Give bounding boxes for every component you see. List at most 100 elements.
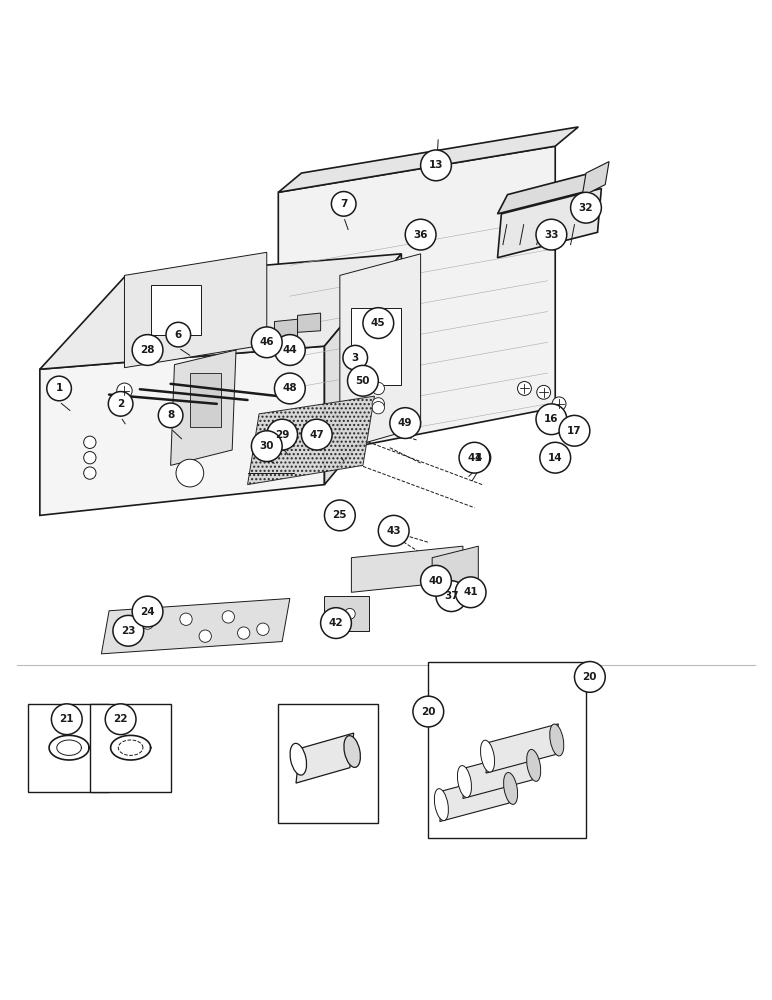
Circle shape bbox=[257, 623, 269, 635]
Circle shape bbox=[378, 515, 409, 546]
Ellipse shape bbox=[480, 740, 495, 772]
Circle shape bbox=[466, 445, 491, 470]
Text: 24: 24 bbox=[141, 607, 155, 617]
Circle shape bbox=[180, 613, 192, 625]
Circle shape bbox=[176, 459, 204, 487]
Circle shape bbox=[105, 704, 136, 735]
Polygon shape bbox=[497, 188, 601, 258]
Text: 33: 33 bbox=[544, 230, 559, 240]
Text: 4: 4 bbox=[475, 453, 482, 463]
Text: 28: 28 bbox=[141, 345, 155, 355]
Circle shape bbox=[421, 150, 452, 181]
Ellipse shape bbox=[458, 766, 472, 797]
Polygon shape bbox=[275, 319, 297, 338]
Ellipse shape bbox=[503, 773, 518, 804]
Text: 29: 29 bbox=[275, 430, 290, 440]
Polygon shape bbox=[440, 772, 512, 822]
Text: 13: 13 bbox=[428, 160, 443, 170]
Polygon shape bbox=[40, 346, 324, 515]
Circle shape bbox=[517, 382, 531, 395]
Polygon shape bbox=[101, 598, 290, 654]
Polygon shape bbox=[279, 127, 578, 192]
Circle shape bbox=[320, 608, 351, 638]
Bar bbox=[324, 596, 369, 631]
Circle shape bbox=[559, 415, 590, 446]
Circle shape bbox=[117, 383, 132, 398]
Circle shape bbox=[301, 419, 332, 450]
Bar bbox=[90, 704, 171, 792]
Polygon shape bbox=[324, 254, 401, 485]
Text: 45: 45 bbox=[371, 318, 386, 328]
Circle shape bbox=[267, 419, 297, 450]
Bar bbox=[190, 373, 221, 427]
Text: 44: 44 bbox=[283, 345, 297, 355]
Text: 7: 7 bbox=[340, 199, 347, 209]
Circle shape bbox=[459, 442, 490, 473]
Circle shape bbox=[536, 404, 567, 435]
Circle shape bbox=[108, 392, 133, 416]
Bar bbox=[151, 285, 201, 335]
Circle shape bbox=[199, 630, 212, 642]
Circle shape bbox=[372, 402, 384, 414]
Circle shape bbox=[238, 627, 250, 639]
Polygon shape bbox=[582, 162, 609, 196]
Circle shape bbox=[552, 397, 566, 411]
Circle shape bbox=[113, 615, 144, 646]
Circle shape bbox=[331, 192, 356, 216]
Polygon shape bbox=[124, 252, 267, 368]
Ellipse shape bbox=[435, 789, 449, 821]
Text: 22: 22 bbox=[113, 714, 128, 724]
Circle shape bbox=[275, 373, 305, 404]
Circle shape bbox=[83, 467, 96, 479]
Text: 21: 21 bbox=[59, 714, 74, 724]
Ellipse shape bbox=[527, 749, 540, 781]
Circle shape bbox=[222, 611, 235, 623]
Circle shape bbox=[372, 382, 384, 395]
Text: 40: 40 bbox=[428, 576, 443, 586]
Circle shape bbox=[324, 500, 355, 531]
Text: 49: 49 bbox=[398, 418, 412, 428]
Circle shape bbox=[571, 192, 601, 223]
Polygon shape bbox=[340, 254, 421, 450]
Circle shape bbox=[132, 596, 163, 627]
Text: 3: 3 bbox=[351, 353, 359, 363]
Circle shape bbox=[536, 219, 567, 250]
Text: 17: 17 bbox=[567, 426, 582, 436]
Text: 1: 1 bbox=[56, 383, 63, 393]
Text: 20: 20 bbox=[421, 707, 435, 717]
Circle shape bbox=[347, 365, 378, 396]
Text: 37: 37 bbox=[444, 591, 459, 601]
Text: 16: 16 bbox=[544, 414, 559, 424]
Circle shape bbox=[141, 617, 154, 629]
Polygon shape bbox=[296, 733, 354, 783]
Circle shape bbox=[83, 452, 96, 464]
Circle shape bbox=[166, 322, 191, 347]
Circle shape bbox=[158, 403, 183, 428]
Bar bbox=[279, 704, 378, 823]
Text: 20: 20 bbox=[583, 672, 597, 682]
Ellipse shape bbox=[290, 743, 306, 775]
Circle shape bbox=[537, 385, 550, 399]
Polygon shape bbox=[171, 350, 236, 465]
Text: 47: 47 bbox=[310, 430, 324, 440]
Text: 42: 42 bbox=[329, 618, 344, 628]
Circle shape bbox=[540, 442, 571, 473]
Text: 23: 23 bbox=[121, 626, 136, 636]
Circle shape bbox=[47, 376, 71, 401]
Circle shape bbox=[372, 398, 384, 410]
Circle shape bbox=[363, 308, 394, 338]
Bar bbox=[29, 704, 109, 792]
Polygon shape bbox=[351, 546, 463, 592]
Circle shape bbox=[390, 408, 421, 438]
Text: 43: 43 bbox=[386, 526, 401, 536]
Text: 14: 14 bbox=[548, 453, 563, 463]
Circle shape bbox=[455, 577, 486, 608]
Circle shape bbox=[436, 581, 467, 612]
Polygon shape bbox=[279, 146, 555, 462]
Text: 32: 32 bbox=[579, 203, 593, 213]
Ellipse shape bbox=[550, 724, 564, 756]
Bar bbox=[428, 662, 586, 838]
Polygon shape bbox=[297, 313, 320, 332]
Text: 30: 30 bbox=[259, 441, 274, 451]
Circle shape bbox=[275, 335, 305, 365]
